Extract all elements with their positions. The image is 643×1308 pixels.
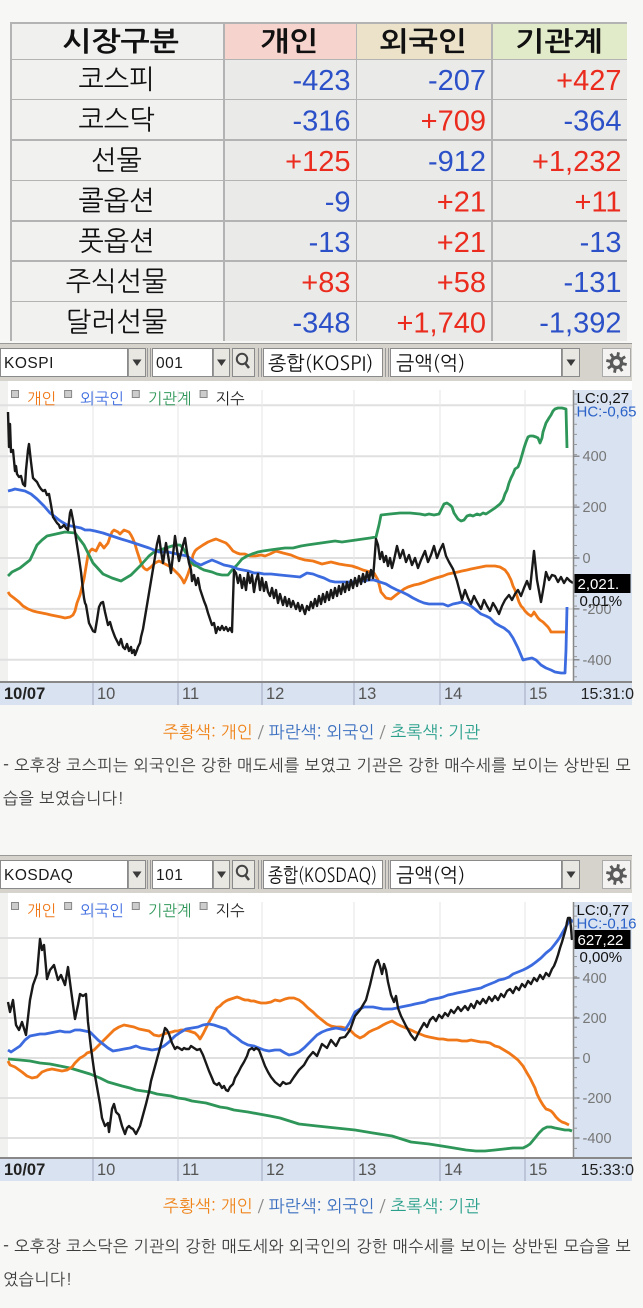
svg-text:-9: -9 xyxy=(325,186,351,218)
svg-text:200: 200 xyxy=(583,500,607,516)
svg-text:15: 15 xyxy=(529,685,547,703)
svg-text:13: 13 xyxy=(358,685,376,703)
svg-text:LC:0,27: LC:0,27 xyxy=(577,390,630,407)
svg-text:+125: +125 xyxy=(285,146,350,178)
svg-text:14: 14 xyxy=(444,1161,462,1179)
svg-text:+1,232: +1,232 xyxy=(532,146,622,178)
svg-text:15:31:0: 15:31:0 xyxy=(581,686,634,703)
svg-text:12: 12 xyxy=(266,1161,284,1179)
svg-text:+709: +709 xyxy=(421,106,486,138)
svg-text:15:33:0: 15:33:0 xyxy=(581,1162,634,1179)
svg-text:10/07: 10/07 xyxy=(4,685,45,703)
svg-text:0,01%: 0,01% xyxy=(580,593,623,610)
svg-text:+21: +21 xyxy=(437,186,486,218)
svg-text:12: 12 xyxy=(266,685,284,703)
svg-text:10/07: 10/07 xyxy=(4,1161,45,1179)
svg-text:+1,740: +1,740 xyxy=(396,308,486,340)
svg-text:200: 200 xyxy=(583,1011,607,1027)
svg-text:-200: -200 xyxy=(583,1091,612,1107)
svg-text:LC:0,77: LC:0,77 xyxy=(577,902,630,919)
svg-text:400: 400 xyxy=(583,449,607,465)
svg-text:-400: -400 xyxy=(583,1131,612,1147)
svg-text:0,00%: 0,00% xyxy=(580,949,623,966)
svg-text:-912: -912 xyxy=(428,146,486,178)
svg-text:627,22: 627,22 xyxy=(578,932,624,949)
svg-text:+21: +21 xyxy=(437,227,486,259)
svg-text:+11: +11 xyxy=(574,186,621,218)
svg-text:10: 10 xyxy=(97,1161,115,1179)
svg-text:+427: +427 xyxy=(556,65,621,97)
svg-text:-364: -364 xyxy=(563,106,621,138)
svg-text:-1,392: -1,392 xyxy=(539,308,621,340)
svg-text:-131: -131 xyxy=(563,267,621,299)
svg-text:HC:-0,65: HC:-0,65 xyxy=(577,404,637,421)
svg-text:10: 10 xyxy=(97,685,115,703)
svg-text:11: 11 xyxy=(182,685,199,703)
svg-text:11: 11 xyxy=(182,1161,199,1179)
svg-text:-207: -207 xyxy=(428,65,486,97)
svg-text:14: 14 xyxy=(444,685,462,703)
svg-text:400: 400 xyxy=(583,971,607,987)
svg-text:-13: -13 xyxy=(309,227,351,259)
svg-text:13: 13 xyxy=(358,1161,376,1179)
svg-text:0: 0 xyxy=(583,1051,591,1067)
svg-text:-400: -400 xyxy=(583,653,612,669)
svg-text:-316: -316 xyxy=(292,106,350,138)
svg-text:-13: -13 xyxy=(580,227,622,259)
svg-text:101: 101 xyxy=(156,867,183,884)
svg-text:+83: +83 xyxy=(301,267,350,299)
svg-text:HC:-0,16: HC:-0,16 xyxy=(577,916,637,933)
svg-text:001: 001 xyxy=(156,355,183,372)
svg-text:KOSDAQ: KOSDAQ xyxy=(4,867,73,884)
svg-text:-423: -423 xyxy=(292,65,350,97)
svg-text:-348: -348 xyxy=(292,308,350,340)
svg-text:15: 15 xyxy=(529,1161,547,1179)
svg-text:-200: -200 xyxy=(583,602,612,618)
svg-text:+58: +58 xyxy=(437,267,486,299)
svg-text:2,021.: 2,021. xyxy=(578,576,620,593)
svg-text:KOSPI: KOSPI xyxy=(4,355,54,372)
svg-text:0: 0 xyxy=(583,551,591,567)
